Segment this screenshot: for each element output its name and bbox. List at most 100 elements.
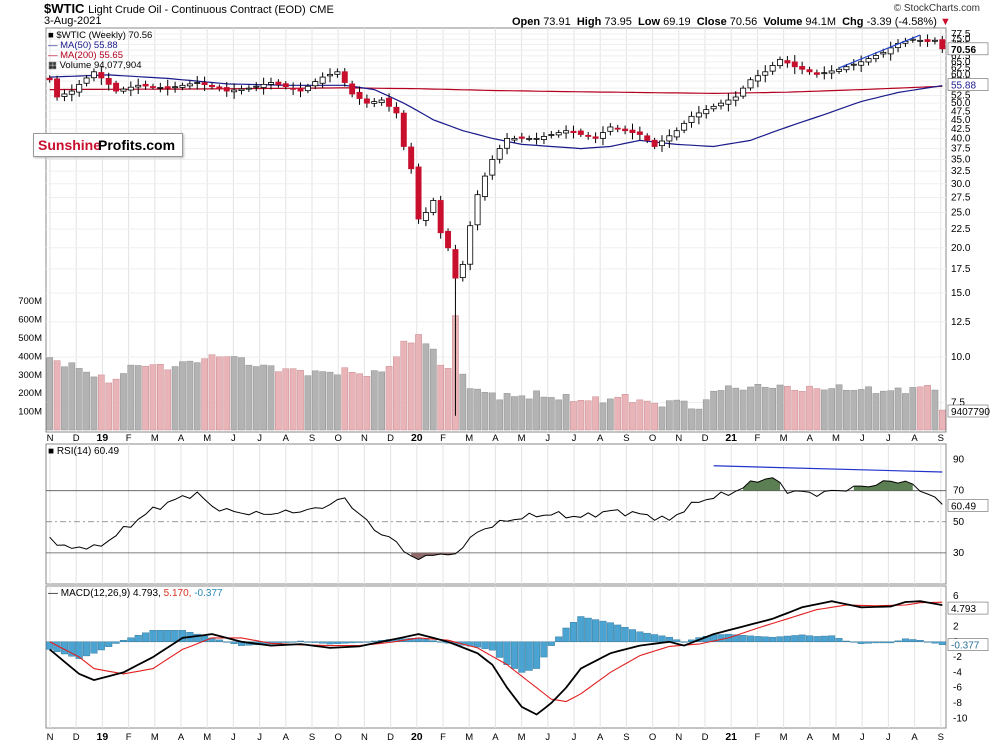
volume-bar	[835, 384, 843, 431]
rsi-overbought-fill	[743, 477, 781, 491]
candle-body	[231, 89, 238, 93]
price-tick-label: 7.5	[951, 398, 965, 409]
x-tick-label: M	[151, 433, 159, 444]
macd-x-tick-label: D	[387, 732, 394, 743]
macd-x-tick-label: S	[623, 732, 629, 743]
candle-body	[659, 140, 665, 147]
candle-body	[467, 225, 474, 265]
macd-histogram-bar	[540, 641, 548, 658]
macd-histogram-bar	[223, 641, 231, 643]
macd-histogram-bar	[842, 640, 850, 642]
macd-histogram-bar	[872, 641, 880, 644]
volume-tick-label: 700M	[18, 296, 42, 307]
candle-body	[511, 137, 518, 141]
volume-bar	[238, 357, 245, 431]
macd-histogram-bar	[437, 641, 445, 643]
candle-body	[312, 81, 319, 87]
macd-histogram-bar	[798, 634, 806, 642]
candle-body	[157, 87, 164, 89]
volume-bar	[75, 368, 83, 431]
volume-bar	[636, 399, 644, 431]
volume-bar	[680, 400, 688, 431]
macd-x-tick-label: J	[545, 732, 550, 743]
candle-body	[710, 105, 717, 110]
volume-bar	[806, 385, 813, 431]
candle-body	[806, 69, 813, 73]
volume-bar	[754, 384, 762, 431]
macd-histogram-bar	[296, 640, 305, 642]
candle-body	[740, 87, 747, 97]
macd-histogram-bar	[769, 636, 777, 642]
macd-histogram-bar	[776, 636, 784, 642]
ma50-line	[49, 74, 943, 150]
open-value: 73.91	[543, 16, 571, 28]
macd-x-tick-label: S	[938, 732, 944, 743]
macd-histogram-bar	[348, 641, 356, 644]
candle-body	[90, 71, 97, 79]
candle-body	[378, 99, 385, 104]
candle-body	[592, 136, 599, 139]
macd-histogram-bar	[311, 641, 319, 643]
macd-histogram-bar	[149, 630, 157, 642]
macd-histogram-bar	[547, 641, 555, 646]
volume-bar	[511, 396, 518, 431]
candle-body	[363, 98, 370, 104]
x-tick-label: A	[911, 433, 918, 444]
macd-x-tick-label: M	[465, 732, 473, 743]
price-tick-label: 10.0	[951, 352, 971, 363]
macd-x-tick-label: N	[47, 732, 54, 743]
volume-bar	[252, 366, 260, 431]
sunshine-profits-logo: Sunshine Profits.com	[33, 133, 183, 157]
macd-x-tick-label: J	[572, 732, 577, 743]
macd-x-tick-label: J	[257, 732, 262, 743]
candle-body	[799, 66, 806, 70]
candle-body	[54, 78, 61, 98]
macd-histogram-bar	[806, 635, 814, 642]
candle-body	[939, 39, 946, 50]
macd-histogram-bar	[319, 641, 327, 644]
candle-body	[703, 109, 710, 115]
candle-body	[113, 82, 120, 92]
x-tick-label: F	[440, 433, 446, 444]
macd-x-tick-label: S	[309, 732, 315, 743]
x-tick-label: F	[754, 433, 760, 444]
price-tick-label: 40.0	[951, 133, 971, 144]
x-tick-label: F	[126, 433, 132, 444]
candle-body	[614, 127, 621, 130]
volume-bar	[938, 409, 946, 431]
candle-body	[445, 230, 452, 249]
macd-tick-label: -6	[953, 683, 962, 694]
macd-histogram-bar	[105, 641, 113, 647]
macd-histogram-bar	[119, 640, 127, 642]
macd-x-tick-label: N	[675, 732, 682, 743]
candle-body	[777, 58, 783, 67]
macd-histogram-bar	[894, 640, 902, 642]
price-tick-label: 32.5	[951, 166, 971, 177]
rsi-tick-label: 50	[953, 517, 965, 528]
x-tick-label: M	[203, 433, 211, 444]
macd-x-tick-label: A	[492, 732, 499, 743]
candle-body	[371, 101, 378, 104]
candle-body	[319, 76, 326, 84]
candle-body	[865, 58, 872, 63]
candle-body	[526, 137, 533, 140]
candle-body	[297, 87, 304, 92]
rsi-line	[49, 477, 943, 561]
macd-histogram-bar	[112, 641, 120, 644]
macd-tick-label: 2	[953, 621, 959, 632]
rsi-oversold-fill	[411, 552, 456, 560]
candle-body	[489, 159, 496, 176]
macd-histogram-bar	[201, 635, 209, 642]
macd-x-tick-label: J	[886, 732, 891, 743]
macd-histogram-bar	[592, 619, 600, 642]
candle-body	[732, 96, 739, 101]
candle-body	[769, 65, 776, 72]
volume-bar	[533, 390, 540, 431]
volume-bar	[326, 371, 334, 431]
price-tick-label: 75.0	[951, 34, 971, 45]
macd-x-tick-label: O	[649, 732, 656, 743]
volume-bar	[732, 387, 740, 431]
symbol-name: Light Crude Oil - Continuous Contract (E…	[88, 4, 306, 16]
macd-histogram-bar	[643, 632, 651, 642]
volume-bar	[304, 375, 312, 431]
